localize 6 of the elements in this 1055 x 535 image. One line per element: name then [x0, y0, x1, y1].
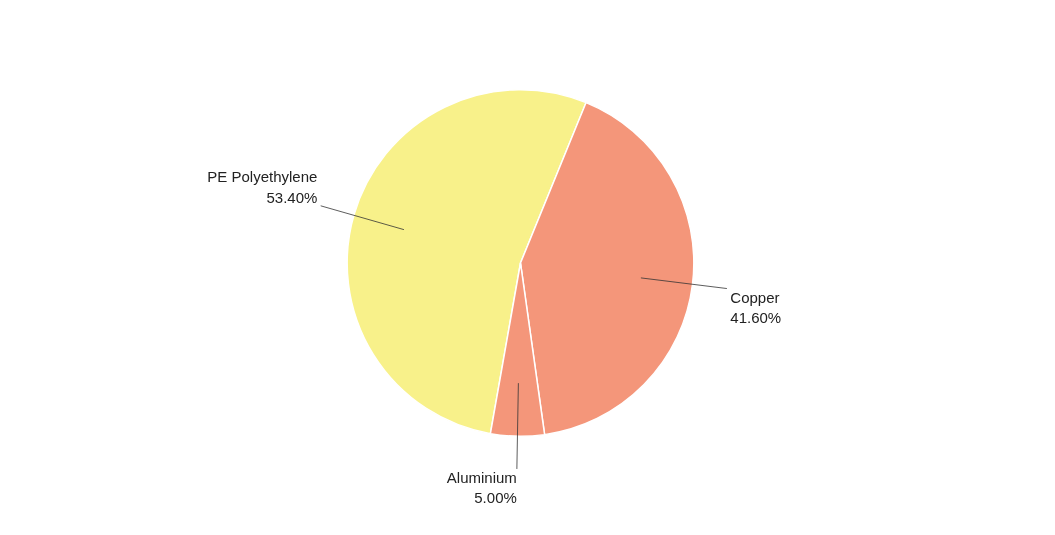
- slice-label: PE Polyethylene: [207, 168, 318, 186]
- data-label: 5.00%: [474, 489, 517, 507]
- data-label: 41.60%: [730, 308, 782, 326]
- data-label: 53.40%: [266, 188, 318, 206]
- slice-label: Aluminium: [446, 468, 517, 486]
- slice-label: Copper: [730, 288, 780, 306]
